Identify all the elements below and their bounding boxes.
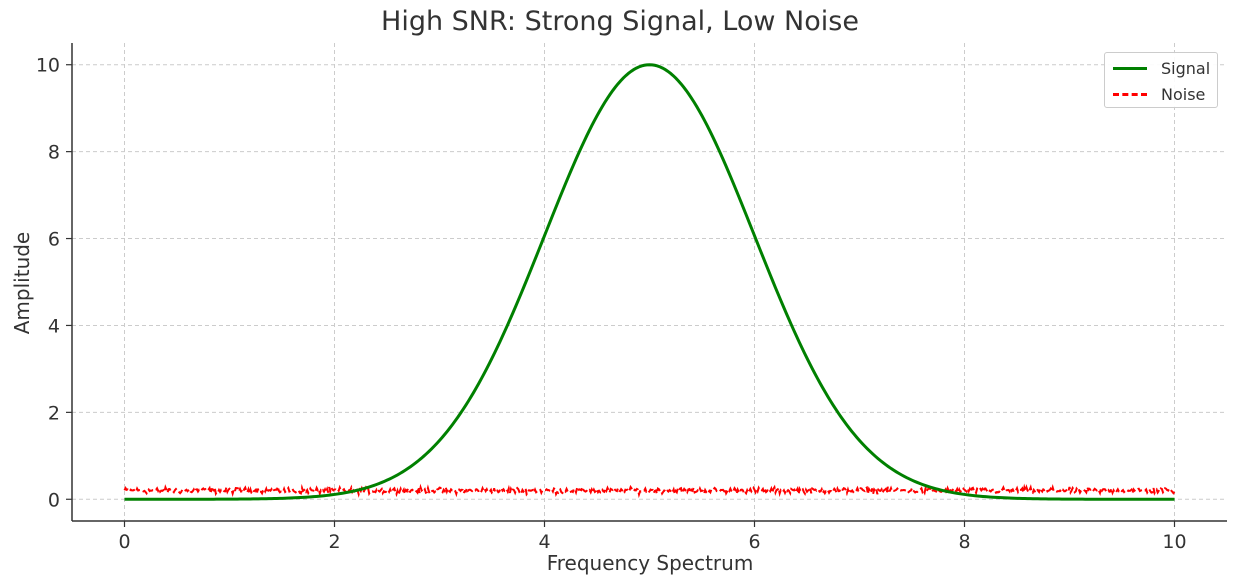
legend-label-noise: Noise [1161, 84, 1206, 104]
tick-labels: 0 2 4 6 8 10 0 2 4 6 8 10 [36, 55, 1187, 553]
y-tick-label: 2 [48, 402, 60, 424]
x-tick-label: 8 [958, 531, 970, 553]
y-tick-label: 6 [48, 229, 60, 251]
grid-lines [72, 43, 1227, 521]
legend: Signal Noise [1104, 52, 1218, 108]
x-axis-label: Frequency Spectrum [546, 551, 754, 575]
legend-label-signal: Signal [1161, 58, 1211, 78]
chart-title: High SNR: Strong Signal, Low Noise [381, 6, 859, 37]
x-tick-label: 0 [118, 531, 130, 553]
y-tick-label: 4 [48, 315, 60, 337]
legend-swatch-noise [1113, 92, 1147, 96]
x-tick-label: 6 [748, 531, 760, 553]
y-tick-label: 8 [48, 142, 60, 164]
legend-item-noise: Noise [1113, 84, 1205, 104]
y-tick-label: 0 [48, 489, 60, 511]
y-tick-label: 10 [36, 55, 60, 77]
legend-swatch-signal [1113, 66, 1147, 70]
y-axis-label: Amplitude [10, 231, 34, 335]
x-tick-label: 4 [538, 531, 550, 553]
series-line-signal [124, 63, 1175, 501]
axes [71, 43, 1227, 522]
legend-item-signal: Signal [1113, 58, 1210, 78]
x-tick-label: 10 [1162, 531, 1186, 553]
series-line-noise [123, 483, 1176, 499]
series-lines [123, 63, 1176, 501]
x-tick-label: 2 [328, 531, 340, 553]
